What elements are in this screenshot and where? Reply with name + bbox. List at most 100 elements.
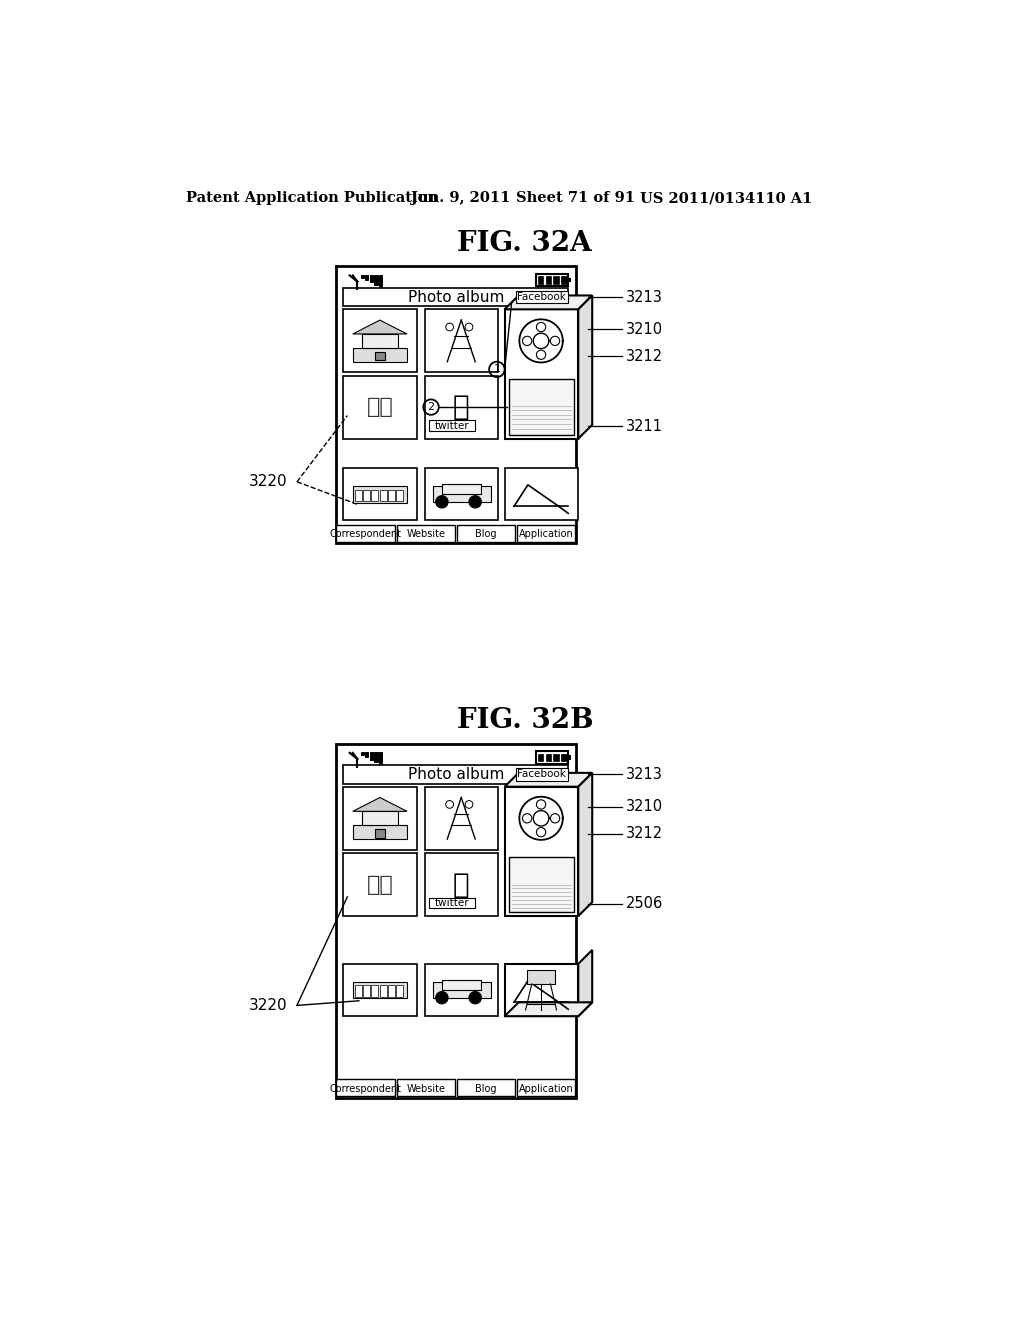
Text: Patent Application Publication: Patent Application Publication	[186, 191, 438, 206]
Text: 2506: 2506	[627, 896, 664, 911]
Bar	[343, 787, 417, 850]
Bar	[337, 1080, 395, 1096]
Bar	[352, 825, 407, 840]
Text: Blog: Blog	[475, 1084, 497, 1093]
Bar	[509, 857, 574, 912]
Bar	[457, 1080, 515, 1096]
Bar	[375, 351, 385, 360]
Bar	[432, 487, 490, 502]
Bar	[360, 275, 364, 277]
Bar	[561, 276, 566, 284]
Bar	[442, 979, 480, 990]
Text: 人人: 人人	[367, 397, 393, 417]
Bar	[396, 490, 403, 502]
Bar	[336, 267, 575, 544]
Bar	[457, 525, 515, 543]
Text: 3213: 3213	[627, 767, 664, 781]
Bar	[388, 490, 394, 502]
Bar	[337, 525, 395, 543]
Bar	[425, 309, 499, 372]
Text: Sheet 71 of 91: Sheet 71 of 91	[515, 191, 635, 206]
Bar	[366, 275, 369, 280]
Bar	[554, 276, 559, 284]
Bar	[366, 752, 369, 758]
Bar	[396, 985, 403, 997]
Text: 3220: 3220	[249, 474, 288, 490]
Bar	[546, 754, 551, 762]
Text: twitter: twitter	[434, 421, 469, 430]
Bar	[388, 985, 394, 997]
Bar	[429, 420, 475, 430]
Polygon shape	[579, 950, 592, 1016]
Bar	[505, 309, 579, 438]
Bar	[370, 752, 373, 760]
Bar	[362, 490, 370, 502]
Bar	[352, 486, 407, 503]
Bar	[554, 754, 559, 762]
Bar	[536, 751, 568, 763]
Text: Photo album: Photo album	[408, 289, 504, 305]
Text: Correspondent: Correspondent	[330, 529, 401, 539]
Circle shape	[469, 496, 481, 508]
Bar	[561, 754, 566, 762]
Text: Application: Application	[518, 529, 573, 539]
Bar	[380, 490, 387, 502]
Text: twitter: twitter	[434, 898, 469, 908]
Bar	[432, 982, 490, 998]
Bar	[375, 752, 378, 762]
Text: US 2011/0134110 A1: US 2011/0134110 A1	[640, 191, 812, 206]
Text: Jun. 9, 2011: Jun. 9, 2011	[411, 191, 510, 206]
Bar	[343, 288, 568, 306]
Text: Application: Application	[518, 1084, 573, 1093]
Bar	[372, 985, 378, 997]
Text: Correspondent: Correspondent	[330, 1084, 401, 1093]
Circle shape	[435, 991, 449, 1005]
Bar	[362, 334, 397, 348]
Bar	[442, 484, 480, 494]
Polygon shape	[352, 321, 407, 334]
Bar	[343, 853, 417, 916]
Bar	[343, 309, 417, 372]
Text: FIG. 32A: FIG. 32A	[458, 230, 592, 256]
Bar	[362, 985, 370, 997]
Bar	[505, 787, 579, 916]
Bar	[509, 379, 574, 434]
Polygon shape	[505, 1002, 592, 1016]
Bar	[370, 275, 373, 282]
Text: Blog: Blog	[475, 529, 497, 539]
Bar	[362, 812, 397, 825]
Bar	[379, 752, 382, 764]
Bar	[336, 743, 575, 1098]
Text: 3211: 3211	[627, 418, 664, 434]
Text: 3212: 3212	[627, 348, 664, 364]
Bar	[517, 1080, 575, 1096]
Bar	[375, 829, 385, 838]
Bar	[396, 525, 455, 543]
Bar	[538, 754, 544, 762]
Polygon shape	[505, 774, 592, 787]
Bar	[505, 964, 579, 1016]
Polygon shape	[352, 797, 407, 812]
Bar	[536, 275, 568, 286]
Bar	[343, 964, 417, 1016]
Bar	[538, 276, 544, 284]
Text: 👤: 👤	[453, 870, 470, 899]
Text: 3220: 3220	[249, 998, 288, 1012]
Bar	[515, 768, 568, 780]
Text: 2: 2	[427, 403, 434, 412]
Bar	[360, 752, 364, 755]
Text: 3210: 3210	[627, 322, 664, 337]
Bar	[343, 469, 417, 520]
Bar	[355, 490, 362, 502]
Bar	[425, 376, 499, 438]
Text: 人人: 人人	[367, 875, 393, 895]
Bar	[343, 766, 568, 784]
Bar	[380, 985, 387, 997]
Text: FIG. 32B: FIG. 32B	[457, 708, 593, 734]
Bar	[396, 1080, 455, 1096]
Bar	[546, 276, 551, 284]
Bar	[375, 275, 378, 285]
Bar	[425, 853, 499, 916]
Bar	[515, 290, 568, 304]
Bar	[517, 525, 575, 543]
